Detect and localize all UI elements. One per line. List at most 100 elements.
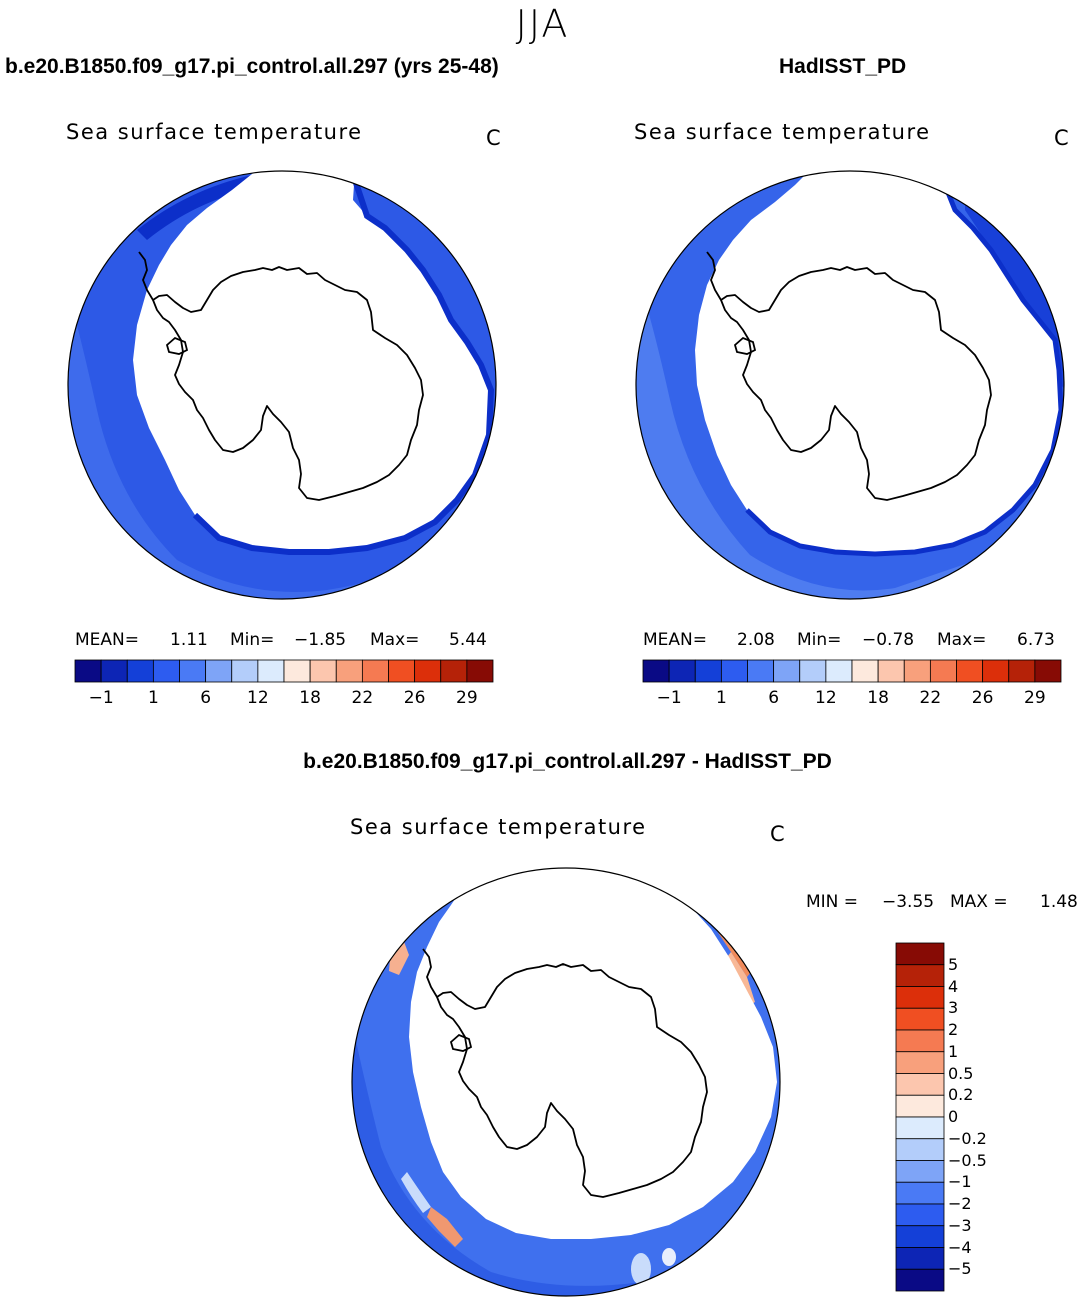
colorbar-swatch bbox=[283, 659, 311, 683]
panel-2-min-label: Min= bbox=[797, 630, 842, 650]
colorbar-tick-label: −3 bbox=[948, 1215, 972, 1235]
colorbar-swatch bbox=[895, 1225, 945, 1248]
colorbar-tick-label: −1 bbox=[88, 688, 114, 708]
colorbar-swatch bbox=[179, 659, 207, 683]
positive-anomaly-sw bbox=[427, 1207, 463, 1247]
colorbar-swatch bbox=[982, 659, 1010, 683]
colorbar-swatch bbox=[895, 1116, 945, 1140]
colorbar-swatch bbox=[799, 659, 827, 683]
colorbar-tick-label: 18 bbox=[867, 688, 889, 708]
panel-3-min-value: −3.55 bbox=[882, 892, 935, 912]
colorbar-swatch bbox=[895, 1029, 945, 1053]
sea-ice-region bbox=[133, 171, 491, 552]
peninsula-coast bbox=[422, 948, 473, 1052]
colorbar-swatch bbox=[74, 659, 102, 683]
panel-2-mean-value: 2.08 bbox=[737, 630, 775, 650]
colorbar-tick-label: 18 bbox=[299, 688, 321, 708]
sea-ice-region bbox=[695, 171, 1061, 554]
colorbar-swatch bbox=[335, 659, 363, 683]
panel-3-max-value: 1.48 bbox=[1040, 892, 1078, 912]
colorbar-tick-label: 12 bbox=[815, 688, 837, 708]
panel-2-mean-label: MEAN= bbox=[643, 630, 707, 650]
panel-1-mean-value: 1.11 bbox=[170, 630, 208, 650]
colorbar-tick-label: 0 bbox=[948, 1107, 959, 1126]
map-frame bbox=[635, 170, 1065, 600]
panel-2-variable: Sea surface temperature bbox=[634, 120, 931, 144]
colorbar-swatch bbox=[100, 659, 128, 683]
colorbar-tick-label: 2 bbox=[948, 1020, 959, 1039]
colorbar-swatch bbox=[126, 659, 154, 683]
panel-2-min-value: −0.78 bbox=[862, 630, 915, 650]
colorbar-swatch bbox=[668, 659, 696, 683]
colorbar-tick-label: −5 bbox=[948, 1259, 972, 1279]
panel-1-min-value: −1.85 bbox=[294, 630, 347, 650]
panel-1-max-value: 5.44 bbox=[449, 630, 487, 650]
colorbar-tick-label: −2 bbox=[948, 1194, 972, 1213]
colorbar-tick-label: 1 bbox=[147, 688, 159, 708]
colorbar-swatch bbox=[895, 1181, 945, 1205]
antarctica-coastline bbox=[436, 963, 708, 1198]
panel-2-max-label: Max= bbox=[937, 630, 987, 650]
antarctica-coastline bbox=[152, 266, 424, 501]
panel-2-colorbar bbox=[642, 659, 1062, 683]
light-anomaly-s bbox=[631, 1253, 651, 1285]
colorbar-tick-label: 1 bbox=[948, 1041, 959, 1061]
antarctica-coastline bbox=[720, 266, 992, 501]
panel-2-unit: C bbox=[1054, 126, 1069, 150]
panel-3-colorbar bbox=[895, 942, 945, 1292]
colorbar-swatch bbox=[361, 659, 389, 683]
colorbar-tick-label: 6 bbox=[200, 688, 212, 708]
panel-1-title: b.e20.B1850.f09_g17.pi_control.all.297 (… bbox=[5, 55, 499, 78]
season-title: JJA bbox=[515, 2, 570, 46]
map-frame bbox=[67, 170, 497, 600]
colorbar-swatch bbox=[1034, 659, 1062, 683]
colorbar-swatch bbox=[895, 1160, 945, 1183]
colorbar-swatch bbox=[895, 1247, 945, 1270]
colorbar-tick-label: 29 bbox=[456, 688, 478, 708]
colorbar-swatch bbox=[152, 659, 180, 683]
panel-2-title: HadISST_PD bbox=[779, 55, 907, 78]
light-anomaly-se bbox=[662, 1248, 676, 1266]
colorbar-swatch bbox=[747, 659, 775, 683]
colorbar-tick-label: 26 bbox=[971, 688, 994, 708]
colorbar-swatch bbox=[895, 1094, 945, 1118]
ice-edge-dark bbox=[745, 189, 1064, 557]
colorbar-swatch bbox=[414, 659, 442, 683]
colorbar-swatch bbox=[895, 1051, 945, 1074]
panel-3-unit: C bbox=[770, 822, 785, 846]
ice-edge-dark bbox=[192, 179, 495, 555]
colorbar-swatch bbox=[642, 659, 670, 683]
colorbar-swatch bbox=[231, 659, 259, 683]
colorbar-swatch bbox=[895, 1138, 945, 1161]
colorbar-swatch bbox=[257, 659, 285, 683]
colorbar-tick-label: 4 bbox=[948, 976, 959, 996]
panel-1-mean-label: MEAN= bbox=[75, 630, 139, 650]
peninsula-coast bbox=[706, 251, 757, 355]
colorbar-swatch bbox=[309, 659, 337, 683]
colorbar-swatch bbox=[1008, 659, 1036, 683]
panel-1-max-label: Max= bbox=[370, 630, 420, 650]
panel-3-max-label: MAX = bbox=[950, 892, 1008, 912]
colorbar-swatch bbox=[895, 964, 945, 987]
colorbar-swatch bbox=[720, 659, 748, 683]
colorbar-tick-label: 6 bbox=[768, 688, 780, 708]
colorbar-swatch bbox=[929, 659, 957, 683]
colorbar-swatch bbox=[825, 659, 853, 683]
colorbar-swatch bbox=[903, 659, 931, 683]
map-frame bbox=[351, 867, 781, 1297]
colorbar-tick-label: 0.5 bbox=[948, 1063, 974, 1083]
panel-3-min-label: MIN = bbox=[806, 892, 859, 912]
colorbar-tick-label: 12 bbox=[247, 688, 269, 708]
panel-1-min-label: Min= bbox=[230, 630, 275, 650]
panel-1-map bbox=[67, 170, 497, 600]
panel-1-variable: Sea surface temperature bbox=[66, 120, 363, 144]
panel-2-max-value: 6.73 bbox=[1017, 630, 1055, 650]
colorbar-swatch bbox=[956, 659, 984, 683]
colorbar-swatch bbox=[895, 1007, 945, 1031]
panel-2-map bbox=[635, 170, 1065, 600]
colorbar-swatch bbox=[466, 659, 494, 683]
panel-1-unit: C bbox=[486, 126, 501, 150]
colorbar-swatch bbox=[440, 659, 468, 683]
colorbar-tick-label: −1 bbox=[656, 688, 682, 708]
colorbar-tick-label: 29 bbox=[1024, 688, 1046, 708]
